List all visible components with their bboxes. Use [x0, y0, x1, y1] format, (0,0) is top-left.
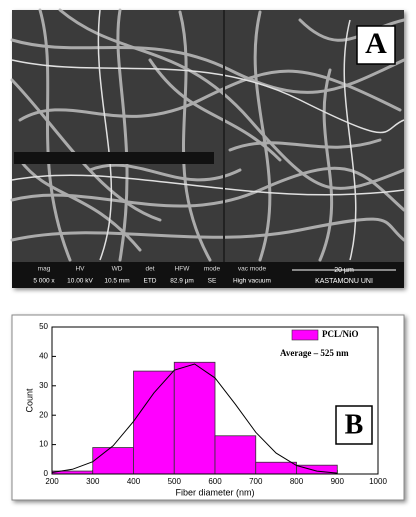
- histogram-bar: [255, 461, 297, 475]
- sem-panel: A mag 5 000 x HV 10.00 kV WD 10.5 mm det ETD HFW…: [10, 8, 406, 288]
- info-label: mag: [38, 266, 51, 273]
- fit-curve: [51, 363, 338, 474]
- panel-label-box: [335, 405, 373, 445]
- panel-label-box: [356, 25, 396, 65]
- panel-label: B: [345, 409, 364, 440]
- x-tick-label: 700: [249, 477, 263, 486]
- fiber-strands-light: [11, 9, 405, 261]
- panel-label: A: [365, 27, 387, 60]
- scale-label: 20 µm: [334, 267, 354, 274]
- info-label: WD: [112, 266, 123, 273]
- x-tick-label: 400: [127, 477, 141, 486]
- x-tick-label: 500: [168, 477, 182, 486]
- x-axis-label: Fiber diameter (nm): [175, 487, 254, 497]
- x-tick-label: 200: [45, 477, 59, 486]
- info-label: vac mode: [238, 266, 267, 273]
- info-cells: mag 5 000 x HV 10.00 kV WD 10.5 mm det ETD HFW 82…: [33, 266, 271, 285]
- y-tick-label: 20: [39, 410, 48, 419]
- histogram-bar: [133, 370, 175, 475]
- legend-swatch: [291, 329, 319, 341]
- info-value: High vacuum: [233, 278, 271, 285]
- info-label: HFW: [175, 266, 191, 273]
- image-divider: [223, 10, 225, 262]
- info-value: SE: [208, 278, 217, 285]
- plot-frame: [51, 326, 379, 475]
- y-tick-label: 0: [44, 469, 49, 478]
- info-label: det: [145, 266, 154, 273]
- y-tick-label: 40: [39, 352, 48, 361]
- info-value: ETD: [144, 278, 157, 285]
- histogram-bar: [214, 435, 257, 475]
- x-tick-label: 900: [331, 477, 345, 486]
- x-tick-label: 600: [208, 477, 222, 486]
- y-tick-label: 30: [39, 381, 48, 390]
- chart: 0 10 20 30 40 50 200 300 400 500 600 700 800 900 1000 F…: [24, 322, 387, 497]
- histogram-bar: [92, 447, 134, 475]
- sem-image: [12, 10, 404, 288]
- info-value: 5 000 x: [33, 278, 55, 285]
- annotation: Average – 525 nm: [280, 348, 349, 358]
- inset-info-bar: [14, 152, 214, 164]
- info-value: 10.5 mm: [104, 278, 129, 285]
- institution: KASTAMONU UNI: [315, 278, 373, 285]
- info-value: 10.00 kV: [67, 278, 93, 285]
- y-tick-label: 50: [39, 322, 48, 331]
- x-tick-label: 300: [86, 477, 100, 486]
- histogram-bar: [173, 361, 216, 475]
- info-value: 82.9 µm: [170, 278, 194, 285]
- x-tick-label: 1000: [369, 477, 387, 486]
- info-bar: [12, 262, 404, 288]
- info-label: HV: [75, 266, 85, 273]
- x-tick-label: 800: [290, 477, 304, 486]
- legend-label: PCL/NiO: [322, 329, 359, 339]
- y-tick-label: 10: [39, 440, 48, 449]
- info-label: mode: [204, 266, 221, 273]
- y-axis-label: Count: [24, 388, 34, 413]
